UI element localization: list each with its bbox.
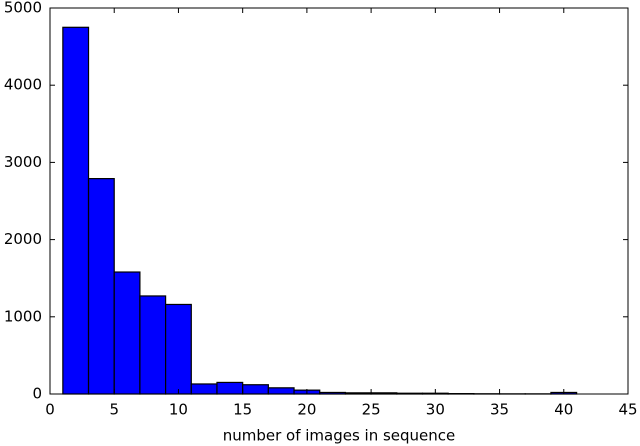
x-tick-label: 25 — [362, 401, 381, 419]
bar — [242, 384, 269, 395]
bar — [216, 381, 244, 395]
x-tick-label: 45 — [618, 401, 637, 419]
plot-frame — [49, 7, 629, 395]
bar — [139, 295, 167, 395]
bar — [165, 303, 192, 395]
bar — [62, 26, 90, 395]
x-tick-label: 0 — [45, 401, 55, 419]
x-tick-label: 5 — [109, 401, 119, 419]
y-tick-label: 1000 — [4, 307, 42, 325]
x-tick-label: 10 — [169, 401, 188, 419]
y-tick-label: 2000 — [4, 230, 42, 248]
x-tick-label: 20 — [297, 401, 316, 419]
y-tick-label: 0 — [32, 385, 42, 403]
bar — [87, 178, 115, 395]
bar — [190, 383, 218, 395]
bar — [267, 387, 295, 395]
x-tick-label: 40 — [554, 401, 573, 419]
x-tick-label: 30 — [426, 401, 445, 419]
y-tick-label: 5000 — [4, 0, 42, 17]
y-tick-label: 4000 — [4, 76, 42, 94]
bar — [113, 271, 141, 395]
y-tick-label: 3000 — [4, 153, 42, 171]
x-tick-label: 35 — [490, 401, 509, 419]
x-tick-label: 15 — [233, 401, 252, 419]
x-axis-label: number of images in sequence — [223, 427, 456, 445]
